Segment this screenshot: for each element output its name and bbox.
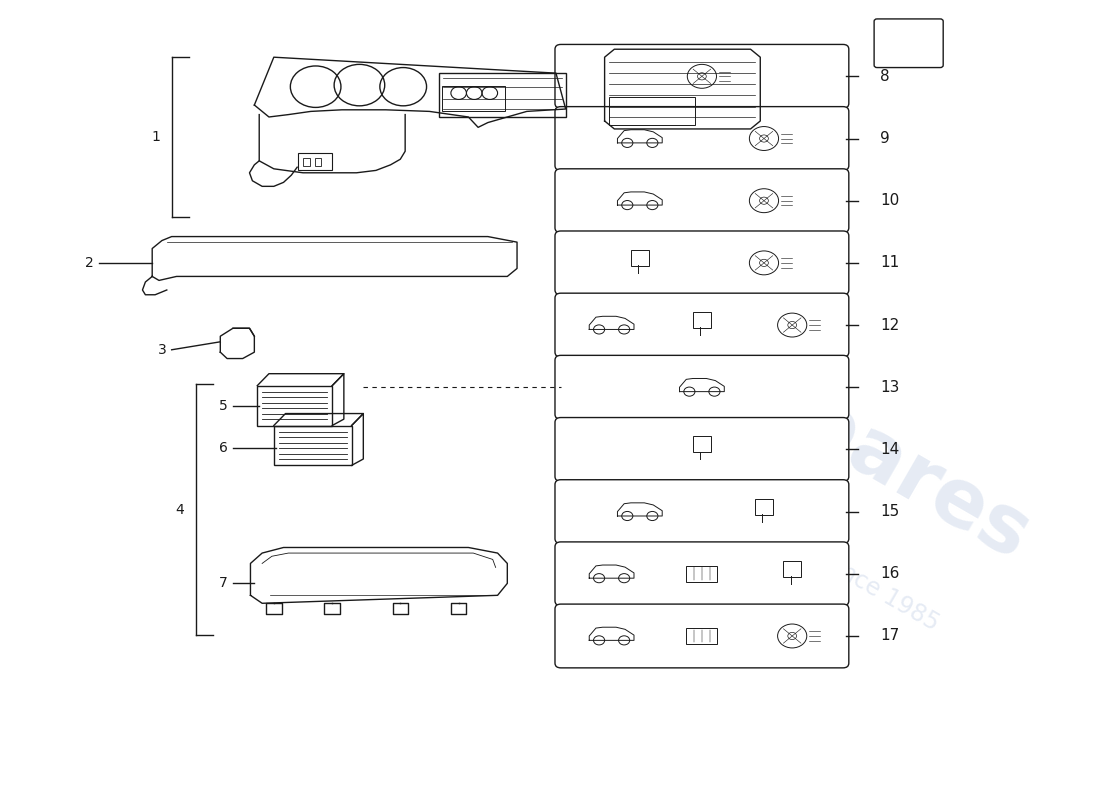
Bar: [274, 426, 352, 466]
Bar: [315, 158, 321, 166]
Bar: [298, 153, 332, 170]
Bar: [257, 386, 332, 426]
Text: 16: 16: [880, 566, 900, 582]
FancyBboxPatch shape: [556, 293, 849, 357]
Text: 8: 8: [880, 69, 890, 84]
FancyBboxPatch shape: [556, 604, 849, 668]
Text: 7: 7: [219, 576, 228, 590]
Text: 15: 15: [880, 504, 899, 519]
Text: 2: 2: [85, 256, 94, 270]
FancyBboxPatch shape: [556, 542, 849, 606]
Bar: [442, 86, 505, 111]
Text: 1: 1: [151, 130, 160, 144]
Text: 10: 10: [880, 193, 899, 208]
Bar: [686, 628, 717, 644]
Text: a passion for parts since 1985: a passion for parts since 1985: [621, 436, 944, 635]
Bar: [609, 97, 695, 125]
Text: 11: 11: [880, 255, 899, 270]
Bar: [439, 73, 565, 117]
Text: 4: 4: [176, 502, 185, 517]
Text: 5: 5: [219, 399, 228, 414]
Text: 17: 17: [880, 629, 899, 643]
Text: 12: 12: [880, 318, 899, 333]
Text: 14: 14: [880, 442, 899, 457]
Text: 3: 3: [158, 342, 167, 357]
FancyBboxPatch shape: [556, 45, 849, 108]
Bar: [686, 566, 717, 582]
Text: eurospares: eurospares: [564, 254, 1044, 577]
FancyBboxPatch shape: [556, 169, 849, 233]
FancyBboxPatch shape: [556, 355, 849, 419]
Text: 13: 13: [880, 380, 900, 394]
Bar: [302, 158, 310, 166]
FancyBboxPatch shape: [556, 480, 849, 543]
FancyBboxPatch shape: [556, 418, 849, 482]
Text: 6: 6: [219, 441, 228, 455]
FancyBboxPatch shape: [556, 106, 849, 170]
FancyBboxPatch shape: [556, 231, 849, 294]
Text: 9: 9: [880, 131, 890, 146]
